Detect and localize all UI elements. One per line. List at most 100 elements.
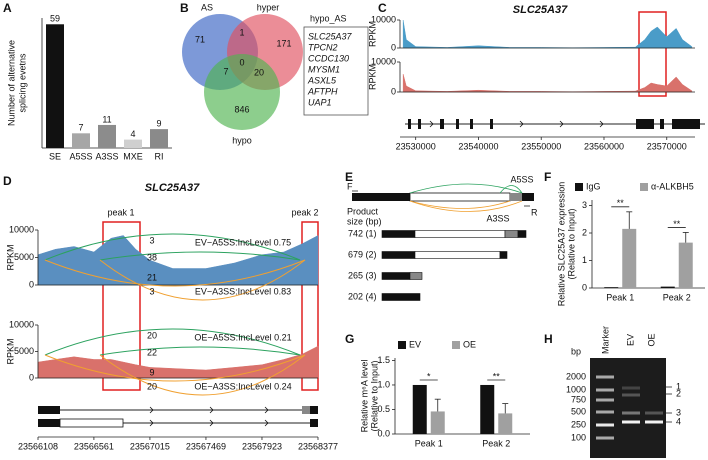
bar bbox=[412, 384, 427, 434]
gel-band bbox=[596, 423, 614, 427]
exon bbox=[381, 230, 416, 238]
coverage-area bbox=[37, 345, 319, 379]
significance: ** bbox=[673, 219, 681, 229]
gene-name: SLC25A37 bbox=[308, 31, 353, 41]
y-tick-label: 5000 bbox=[14, 252, 34, 262]
event-label: A5SS bbox=[510, 174, 533, 184]
gene-name: MYSM1 bbox=[308, 64, 340, 74]
highlight-box bbox=[638, 11, 667, 97]
venn-count: 0 bbox=[239, 57, 244, 67]
gel-band bbox=[622, 411, 640, 415]
legend-swatch bbox=[452, 341, 460, 349]
junction-arc bbox=[44, 354, 306, 382]
lane-label: EV bbox=[625, 334, 635, 346]
x-tick-label: RI bbox=[155, 151, 164, 161]
exon bbox=[636, 119, 654, 129]
exon bbox=[59, 418, 124, 428]
junction-arc bbox=[44, 233, 301, 261]
exon bbox=[517, 230, 527, 238]
significance: ** bbox=[493, 371, 501, 381]
gel-band bbox=[596, 388, 614, 392]
band-label: 2 bbox=[676, 388, 681, 398]
lane-label: OE bbox=[646, 333, 656, 346]
ladder-label: 1000 bbox=[566, 384, 586, 394]
exon bbox=[490, 119, 493, 129]
bar bbox=[678, 242, 693, 288]
exon bbox=[38, 419, 60, 427]
ladder-label: 100 bbox=[571, 432, 586, 442]
gel-band bbox=[596, 375, 614, 379]
highlight-box bbox=[301, 221, 319, 391]
band-label: 1 bbox=[676, 381, 681, 391]
exon bbox=[409, 272, 423, 280]
y-tick-label: 3 bbox=[582, 200, 587, 210]
gene-name: UAP1 bbox=[308, 97, 332, 107]
panel-letter: E bbox=[345, 170, 353, 184]
legend-label: IgG bbox=[586, 181, 601, 191]
legend-swatch bbox=[640, 183, 648, 191]
bar bbox=[622, 228, 637, 288]
gene-name: ASXL5 bbox=[307, 75, 337, 85]
bar bbox=[660, 286, 675, 288]
product-label: 202 (4) bbox=[348, 291, 377, 301]
panel-letter: A bbox=[3, 1, 12, 15]
x-tick-label: 23570000 bbox=[647, 141, 687, 151]
gel-band bbox=[622, 420, 640, 424]
splice-arc bbox=[409, 183, 523, 194]
ladder-label: 2000 bbox=[566, 371, 586, 381]
coverage-area bbox=[402, 19, 693, 49]
venn-count: 7 bbox=[223, 66, 228, 76]
venn-count: 71 bbox=[195, 34, 205, 44]
legend-label: EV bbox=[409, 339, 421, 349]
list-title: hypo_AS bbox=[310, 13, 347, 23]
strand-arrow bbox=[559, 120, 564, 128]
gene-box bbox=[303, 26, 369, 116]
strand-arrow bbox=[599, 120, 604, 128]
junction-count: 20 bbox=[147, 381, 157, 391]
venn-count: 1 bbox=[239, 27, 244, 37]
gel-band bbox=[596, 436, 614, 440]
exon bbox=[510, 193, 522, 201]
y-axis-label: Relative m⁶A level bbox=[359, 360, 369, 433]
primer-label: R bbox=[531, 207, 538, 217]
gel-band bbox=[596, 398, 614, 402]
product-label: 742 (1) bbox=[348, 228, 377, 238]
event-label: A3SS bbox=[486, 213, 509, 223]
x-tick-label: 23540000 bbox=[458, 141, 498, 151]
gel-band bbox=[622, 386, 640, 390]
bar bbox=[98, 124, 116, 148]
y-tick-label: 10000 bbox=[371, 14, 396, 24]
gel-band bbox=[645, 411, 663, 415]
junction-arc bbox=[44, 328, 301, 356]
gel-band bbox=[645, 420, 663, 424]
unit-label: bp bbox=[571, 346, 581, 356]
y-axis-label: splicing evetns bbox=[17, 53, 27, 113]
exon bbox=[409, 192, 511, 202]
strand-arrow bbox=[519, 120, 524, 128]
strand-arrow bbox=[429, 120, 434, 128]
venn-circle bbox=[204, 54, 280, 130]
y-tick-label: 1 bbox=[582, 255, 587, 265]
strand-arrow bbox=[264, 419, 269, 427]
set-label: AS bbox=[201, 2, 213, 12]
bar bbox=[150, 129, 168, 148]
x-tick-label: 23550000 bbox=[521, 141, 561, 151]
y-axis-label: RPKM bbox=[367, 21, 377, 47]
exon bbox=[504, 230, 519, 238]
exon bbox=[38, 406, 60, 414]
gel bbox=[590, 358, 666, 458]
annotation: peak 2 bbox=[291, 207, 318, 217]
exon bbox=[302, 406, 310, 414]
y-tick-label: 0 bbox=[391, 42, 396, 52]
y-axis-label: (Relative to Input) bbox=[369, 360, 379, 431]
bar bbox=[46, 24, 64, 149]
coverage-area bbox=[37, 235, 319, 286]
significance: * bbox=[427, 371, 431, 381]
legend-swatch bbox=[575, 183, 583, 191]
junction-arc bbox=[99, 346, 301, 356]
x-tick-label: MXE bbox=[123, 151, 143, 161]
significance: ** bbox=[617, 198, 625, 208]
junction-arc bbox=[99, 259, 306, 301]
highlight-box bbox=[102, 221, 141, 391]
